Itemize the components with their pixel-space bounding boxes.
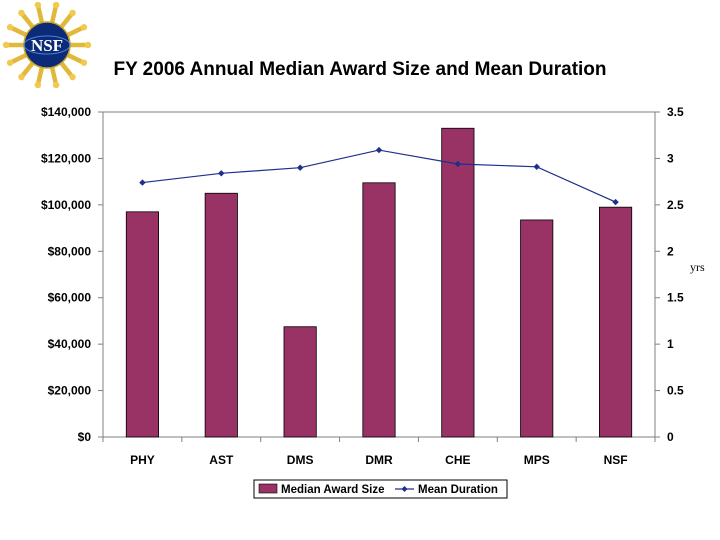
logo-globe-band	[23, 35, 71, 55]
bar-mps	[520, 219, 554, 438]
logo-ray-tip	[80, 24, 88, 31]
x-axis-tick-label: PHY	[130, 453, 155, 467]
chart-title: FY 2006 Annual Median Award Size and Mea…	[113, 59, 606, 80]
y-axis-right-tick-label: 2.5	[667, 198, 684, 212]
bar-che	[441, 127, 475, 438]
x-axis-tick-label: DMR	[365, 453, 393, 467]
x-axis-tick-label: CHE	[445, 453, 470, 467]
y-axis-right-tick-label: 2	[667, 244, 674, 258]
mean-duration-points	[139, 146, 619, 206]
x-axis-tick-label: AST	[209, 453, 234, 467]
bar-ast	[204, 192, 238, 438]
mean-duration-point-dmr	[375, 146, 383, 154]
mean-duration-point-ast	[218, 170, 225, 177]
logo-ray-tip	[34, 1, 42, 9]
legend: Median Award Size Mean Duration	[253, 479, 508, 499]
y-axis-right-tick-label: 1.5	[667, 291, 684, 305]
y-axis-right-tick-label: 0	[667, 430, 674, 444]
mean-duration-point-che	[454, 160, 462, 168]
y-axis-left-tick-label: $140,000	[41, 105, 91, 119]
nsf-logo: NSF	[2, 1, 92, 89]
y-axis-left-tick-label: $60,000	[48, 291, 92, 305]
y-axis-left-ticks: $0 $20,000 $40,000 $60,000 $80,000 $100,000 $1…	[41, 105, 103, 444]
legend-label-mean-duration: Mean Duration	[418, 484, 498, 496]
y-axis-left-tick-label: $0	[78, 430, 92, 444]
y-axis-left-tick-label: $120,000	[41, 151, 91, 165]
logo-ray-tip	[52, 1, 60, 9]
y-axis-right-ticks: 0 0.5 1 1.5 2 2.5 3 3.5	[655, 105, 684, 444]
logo-ray-tip	[6, 59, 14, 66]
y-axis-left-tick-label: $100,000	[41, 198, 91, 212]
line-series	[139, 146, 619, 206]
y-axis-left-tick-label: $40,000	[48, 337, 92, 351]
x-axis-tick-label: MPS	[524, 453, 550, 467]
mean-duration-point-dms	[296, 164, 304, 171]
logo-ray-tip	[84, 41, 92, 49]
logo-ray-tip	[18, 9, 25, 17]
bar-nsf	[599, 206, 633, 438]
logo-ray-tip	[6, 24, 14, 31]
legend-bar-swatch	[258, 483, 278, 494]
y-axis-right-tick-label: 1	[667, 337, 674, 351]
y-axis-right: 0 0.5 1 1.5 2 2.5 3 3.5 yrs	[654, 105, 705, 444]
y-axis-right-tick-label: 0.5	[667, 384, 684, 398]
y-axis-left: $0 $20,000 $40,000 $60,000 $80,000 $100,000 $1…	[41, 105, 104, 444]
logo-ray-tip	[52, 81, 60, 89]
logo-ray-tip	[69, 73, 76, 81]
mean-duration-point-mps	[533, 163, 540, 170]
bar-dms	[283, 326, 317, 438]
x-axis: PHY AST DMS DMR CHE MPS NSF	[102, 436, 656, 467]
bar-series	[125, 127, 633, 438]
y-axis-right-unit-label: yrs	[690, 260, 705, 274]
x-axis-tick-label: DMS	[287, 453, 314, 467]
logo-rays	[2, 1, 92, 89]
x-axis-ticks: PHY AST DMS DMR CHE MPS NSF	[102, 437, 656, 467]
y-axis-right-tick-label: 3	[667, 151, 674, 165]
bar-phy	[125, 211, 159, 438]
logo-ray-tip	[2, 41, 10, 49]
legend-line-marker	[401, 486, 408, 492]
legend-box	[253, 479, 508, 499]
x-axis-tick-label: NSF	[604, 453, 628, 467]
y-axis-left-tick-label: $80,000	[48, 244, 92, 258]
y-axis-right-tick-label: 3.5	[667, 105, 684, 119]
logo-text: NSF	[31, 36, 63, 55]
mean-duration-point-phy	[139, 179, 146, 186]
y-axis-left-tick-label: $20,000	[48, 384, 92, 398]
logo-ray-tip	[34, 81, 42, 89]
logo-ray-tip	[18, 73, 25, 81]
logo-ray-tip	[69, 9, 76, 17]
mean-duration-point-nsf	[612, 198, 619, 206]
logo-ray-tip	[80, 59, 88, 66]
bar-dmr	[362, 182, 396, 438]
legend-label-median-award-size: Median Award Size	[281, 484, 385, 496]
